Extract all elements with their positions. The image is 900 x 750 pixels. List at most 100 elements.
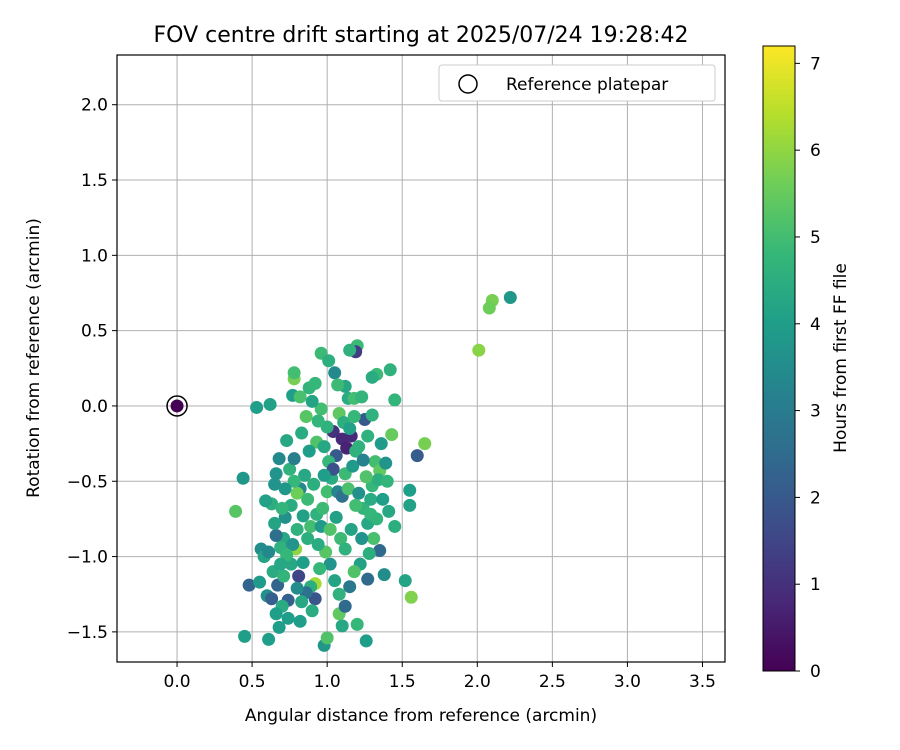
data-point bbox=[268, 477, 282, 491]
data-point bbox=[349, 498, 363, 512]
grid bbox=[117, 55, 725, 662]
data-point bbox=[262, 632, 276, 646]
colorbar-tick-label: 3 bbox=[810, 402, 821, 422]
data-point bbox=[334, 531, 348, 545]
data-point bbox=[383, 363, 397, 377]
x-tick-label: 0.5 bbox=[239, 672, 266, 692]
data-point bbox=[365, 370, 379, 384]
data-point bbox=[305, 604, 319, 618]
data-point bbox=[313, 562, 327, 576]
data-point bbox=[317, 468, 331, 482]
x-tick-label: 2.5 bbox=[539, 672, 566, 692]
y-tick-label: 1.0 bbox=[81, 246, 108, 266]
data-point bbox=[361, 572, 375, 586]
y-tick-label: 2.0 bbox=[81, 96, 108, 116]
data-point bbox=[344, 522, 358, 536]
data-point bbox=[343, 422, 357, 436]
data-point bbox=[229, 504, 243, 518]
data-point bbox=[404, 590, 418, 604]
data-point bbox=[290, 522, 304, 536]
data-point bbox=[304, 519, 318, 533]
data-point bbox=[385, 428, 399, 442]
colorbar-tick-label: 1 bbox=[810, 575, 821, 595]
data-point bbox=[301, 531, 315, 545]
data-point bbox=[287, 452, 301, 466]
data-point bbox=[281, 611, 295, 625]
data-point bbox=[269, 607, 283, 621]
data-points bbox=[229, 290, 517, 652]
data-point bbox=[503, 290, 517, 304]
data-point bbox=[269, 528, 283, 542]
data-point bbox=[382, 504, 396, 518]
x-tick-label: 0.0 bbox=[164, 672, 191, 692]
data-point bbox=[379, 456, 393, 470]
y-tick-label: −1.5 bbox=[67, 623, 108, 643]
data-point bbox=[283, 462, 297, 476]
data-point bbox=[290, 486, 304, 500]
data-point bbox=[320, 631, 334, 645]
data-point bbox=[314, 402, 328, 416]
data-point bbox=[238, 629, 252, 643]
legend-marker-icon bbox=[458, 74, 478, 94]
data-point bbox=[274, 557, 288, 571]
reference-ring bbox=[166, 395, 188, 417]
colorbar bbox=[762, 45, 796, 672]
data-point bbox=[370, 512, 384, 526]
data-point bbox=[317, 440, 331, 454]
y-ticks: −1.5 −1.0 −0.5 0.0 0.5 1.0 1.5 2.0 bbox=[67, 96, 117, 643]
data-point bbox=[265, 592, 279, 606]
data-point bbox=[347, 409, 361, 423]
data-point bbox=[329, 510, 343, 524]
data-point bbox=[272, 452, 286, 466]
data-point bbox=[259, 494, 273, 508]
data-point bbox=[359, 470, 373, 484]
x-tick-label: 3.5 bbox=[689, 672, 716, 692]
data-point bbox=[262, 545, 276, 559]
data-point bbox=[373, 544, 387, 558]
data-point bbox=[296, 509, 310, 523]
data-point bbox=[280, 434, 294, 448]
data-point bbox=[359, 634, 373, 648]
x-tick-label: 2.0 bbox=[464, 672, 491, 692]
legend-label: Reference platepar bbox=[506, 75, 668, 95]
x-ticks: 0.0 0.5 1.0 1.5 2.0 2.5 3.0 3.5 bbox=[164, 662, 716, 692]
data-point bbox=[301, 492, 315, 506]
x-tick-label: 3.0 bbox=[614, 672, 641, 692]
data-point bbox=[341, 482, 355, 496]
data-point bbox=[311, 414, 325, 428]
data-point bbox=[253, 575, 267, 589]
colorbar-tick-label: 4 bbox=[810, 315, 821, 335]
chart-title: FOV centre drift starting at 2025/07/24 … bbox=[154, 23, 689, 48]
reference-marker bbox=[166, 395, 188, 417]
data-point bbox=[307, 477, 321, 491]
data-point bbox=[343, 580, 357, 594]
data-point bbox=[374, 437, 388, 451]
data-point bbox=[236, 471, 250, 485]
y-tick-label: 0.0 bbox=[81, 397, 108, 417]
data-point bbox=[482, 301, 496, 315]
data-point bbox=[292, 569, 306, 583]
data-point bbox=[287, 474, 301, 488]
x-axis-label: Angular distance from reference (arcmin) bbox=[245, 706, 597, 726]
x-tick-label: 1.0 bbox=[314, 672, 341, 692]
data-point bbox=[367, 531, 381, 545]
data-point bbox=[268, 516, 282, 530]
data-point bbox=[377, 568, 391, 582]
y-tick-label: −1.0 bbox=[67, 548, 108, 568]
data-point bbox=[388, 519, 402, 533]
data-point bbox=[364, 492, 378, 506]
y-tick-label: 1.5 bbox=[81, 171, 108, 191]
data-point bbox=[250, 400, 264, 414]
data-point bbox=[398, 574, 412, 588]
data-point bbox=[331, 378, 345, 392]
data-point bbox=[410, 449, 424, 463]
data-point bbox=[316, 501, 330, 515]
data-point bbox=[295, 426, 309, 440]
data-point bbox=[320, 485, 334, 499]
data-point bbox=[403, 483, 417, 497]
data-point bbox=[305, 394, 319, 408]
data-point bbox=[388, 393, 402, 407]
data-point bbox=[350, 617, 364, 631]
legend: Reference platepar bbox=[438, 64, 716, 102]
